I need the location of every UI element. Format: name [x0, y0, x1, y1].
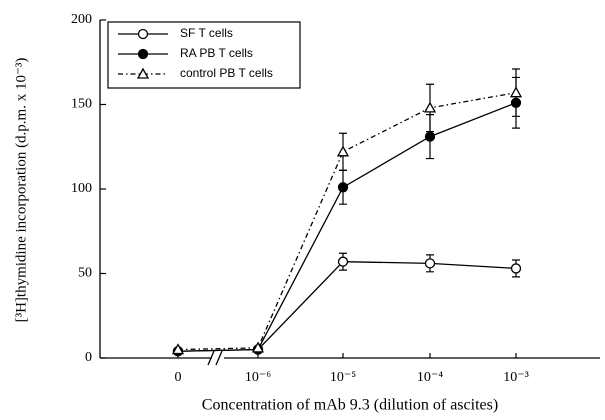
marker [424, 258, 436, 269]
marker [509, 86, 523, 98]
x-tick-label: 10⁻⁶ [245, 370, 271, 385]
y-tick-label: 0 [85, 350, 92, 365]
marker [337, 256, 349, 267]
x-tick-label: 10⁻⁵ [330, 370, 356, 385]
series-line [177, 261, 517, 352]
y-tick-label: 100 [71, 181, 92, 196]
series-line [177, 92, 517, 351]
marker [137, 48, 149, 60]
marker [337, 182, 349, 193]
y-tick-label: 50 [78, 266, 92, 281]
legend-label: RA PB T cells [180, 46, 253, 60]
marker [424, 131, 436, 142]
y-tick-label: 200 [71, 12, 92, 27]
x-tick-label: 10⁻³ [503, 370, 529, 385]
series-line [177, 102, 517, 352]
marker [423, 101, 437, 113]
break-mark [215, 350, 223, 366]
axis-break [207, 350, 223, 366]
x-tick-label: 10⁻⁴ [417, 370, 443, 385]
x-tick-label: 0 [175, 370, 182, 385]
marker [336, 145, 350, 157]
y-tick-label: 150 [71, 97, 92, 112]
marker [251, 341, 265, 353]
marker [510, 97, 522, 108]
marker [136, 67, 150, 79]
x-axis-label: Concentration of mAb 9.3 (dilution of as… [202, 397, 498, 414]
marker [137, 28, 149, 40]
marker [171, 343, 185, 355]
legend-label: SF T cells [180, 26, 233, 40]
marker [510, 263, 522, 274]
y-axis-label: [³H]thymidine incorporation (d.p.m. x 10… [13, 58, 29, 323]
break-mark [207, 350, 215, 366]
legend-label: control PB T cells [180, 66, 273, 80]
